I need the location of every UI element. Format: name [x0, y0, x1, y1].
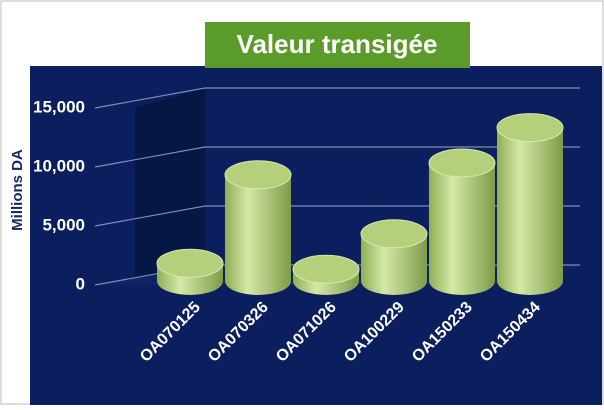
- bar-top: [360, 219, 428, 249]
- y-tick-label: 15,000: [33, 97, 85, 116]
- bar-top: [156, 248, 224, 278]
- bar-top: [292, 254, 360, 284]
- y-tick-label: 10,000: [33, 156, 85, 175]
- y-tick-label: 0: [76, 274, 85, 293]
- y-tick-label: 5,000: [42, 215, 85, 234]
- bar-bottom: [497, 267, 563, 295]
- side-wall: [135, 88, 205, 285]
- bar-bottom: [429, 267, 495, 295]
- y-axis-label: Millions DA: [9, 149, 26, 231]
- bar-bottom: [225, 267, 291, 295]
- bar: [429, 163, 495, 281]
- bar-top: [496, 113, 564, 143]
- chart-title: Valeur transigée: [237, 29, 438, 59]
- bar: [497, 127, 563, 281]
- bar: [225, 174, 291, 281]
- bar-top: [224, 160, 292, 190]
- bar-bottom: [361, 267, 427, 295]
- title-box: [205, 22, 470, 68]
- bar-top: [428, 148, 496, 178]
- grid-line: [94, 87, 580, 109]
- grid-line: [94, 146, 580, 168]
